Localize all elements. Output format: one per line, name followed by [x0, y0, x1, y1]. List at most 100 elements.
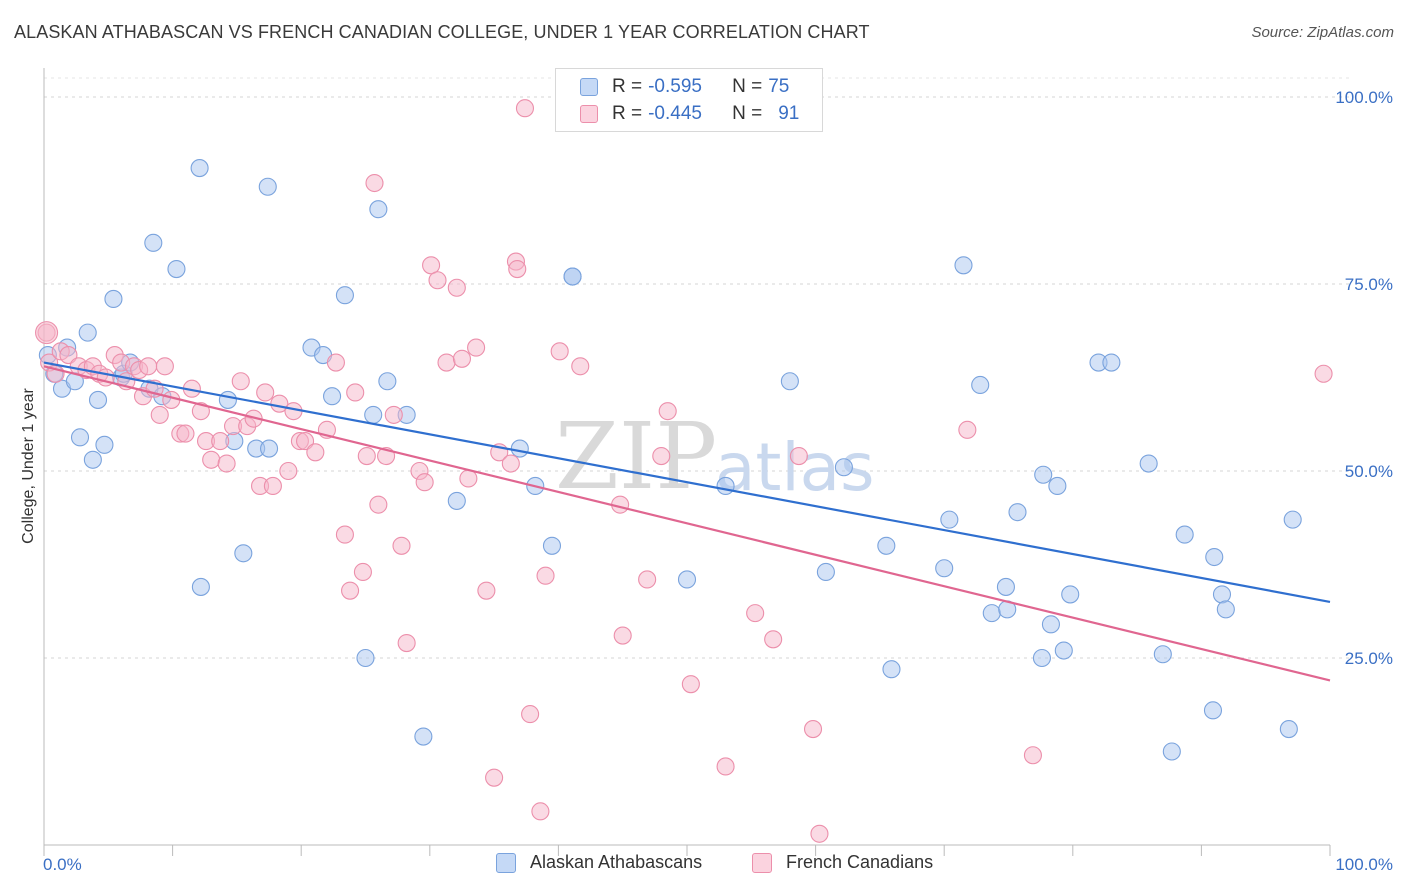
athabascan-point [1153, 645, 1172, 664]
athabascan-point [335, 286, 354, 305]
athabascan-point [877, 536, 896, 555]
athabascan-point [1048, 476, 1067, 496]
french-point [803, 720, 823, 739]
french-point [437, 353, 456, 372]
legend-row-athabascan: R = -0.595 N = 75 [580, 76, 789, 98]
athabascan-point [95, 435, 114, 454]
athabascan-point [510, 439, 529, 458]
french-point [369, 495, 388, 514]
athabascan-point [218, 390, 237, 409]
french-point [452, 349, 472, 368]
grid-lines [44, 77, 1352, 659]
athabascan-point [1212, 585, 1232, 604]
french-point [571, 357, 590, 376]
athabascan-point [447, 491, 466, 510]
athabascan-point [83, 450, 102, 469]
legend-n-label: N = [732, 76, 763, 97]
athabascan-point [996, 577, 1015, 596]
french-point [485, 768, 504, 787]
french-point [508, 259, 527, 279]
athabascan-point [259, 439, 279, 458]
athabascan-point [940, 510, 959, 529]
legend-r-value: -0.595 [648, 76, 702, 97]
legend-r-label: R = [612, 103, 643, 124]
y-axis-title: College, Under 1 year [20, 388, 37, 544]
french-point [155, 357, 174, 376]
french-point [346, 383, 365, 402]
french-point [231, 372, 250, 391]
legend-item-athabascan[interactable]: Alaskan Athabascans [496, 852, 702, 873]
athabascan-point [191, 577, 210, 596]
athabascan-trend-line [43, 361, 1331, 603]
athabascan-point [190, 159, 209, 178]
athabascan-point [234, 544, 253, 563]
french-point [477, 581, 496, 600]
athabascan-point [982, 604, 1001, 623]
athabascan-point [677, 570, 697, 589]
tick-labels: 100.0% 75.0% 50.0% 25.0% 0.0% 100.0% College, … [20, 88, 1393, 874]
athabascan-point [1205, 547, 1224, 567]
athabascan-point [364, 405, 383, 424]
athabascan-point [716, 476, 735, 496]
french-point [202, 450, 221, 469]
french-point [958, 420, 977, 439]
french-point [550, 342, 569, 361]
french-point [256, 383, 275, 402]
legend-swatch-french [580, 105, 598, 123]
athabascan-point [1216, 600, 1235, 619]
correlation-legend: R = -0.595 N = 75 R = -0.445 N = 91 [555, 68, 823, 132]
french-point [59, 346, 78, 365]
watermark-zip: ZIP [555, 403, 717, 510]
athabascan-point [1279, 720, 1298, 739]
legend-r-label: R = [612, 76, 643, 97]
legend-swatch-french [752, 852, 772, 873]
french-point [415, 473, 434, 492]
athabascan-point [834, 458, 853, 477]
chart-title: ALASKAN ATHABASCAN VS FRENCH CANADIAN CO… [14, 22, 870, 42]
legend-n-value: 75 [768, 76, 790, 97]
french-point [365, 173, 384, 193]
french-point [217, 454, 236, 473]
athabascan-point [882, 660, 901, 679]
french-point [716, 757, 735, 776]
french-point [357, 446, 376, 466]
french-point [422, 256, 441, 275]
french-point [353, 562, 372, 582]
athabascan-point [1008, 503, 1027, 522]
trend-lines [43, 361, 1331, 682]
athabascan-point [1203, 701, 1223, 720]
athabascan-point [88, 390, 108, 409]
athabascan-point [167, 259, 186, 279]
athabascan-point [323, 387, 342, 406]
athabascan-point [1139, 454, 1158, 473]
legend-n-value: 91 [778, 103, 800, 124]
french-point [515, 99, 535, 118]
athabascan-point [1162, 742, 1181, 761]
legend-r-value: -0.445 [648, 103, 702, 124]
athabascan-point [816, 562, 835, 582]
french-point [536, 566, 555, 585]
legend-row-french: R = -0.445 N = 91 [580, 103, 799, 125]
athabascan-point [356, 648, 375, 668]
athabascan-point [935, 559, 954, 578]
legend-n-label: N = [732, 103, 763, 124]
french-trend-line [43, 365, 1331, 682]
y-tick-label: 25.0% [1345, 649, 1393, 668]
legend-swatch-athabascan [580, 78, 598, 96]
french-point [1314, 364, 1333, 383]
y-tick-label: 75.0% [1345, 275, 1393, 294]
athabascan-point [1102, 353, 1121, 372]
data-points [35, 99, 1333, 843]
athabascan-point [104, 289, 123, 309]
french-point [521, 705, 540, 724]
athabascan-point [1175, 525, 1194, 544]
athabascan-point [258, 177, 277, 196]
french-point [263, 476, 282, 496]
axes [43, 68, 1331, 856]
athabascan-point [414, 727, 433, 746]
french-point [35, 321, 59, 345]
french-point [341, 581, 360, 600]
x-tick-label: 0.0% [43, 855, 82, 874]
french-point [397, 633, 416, 653]
legend-item-french[interactable]: French Canadians [752, 852, 933, 873]
